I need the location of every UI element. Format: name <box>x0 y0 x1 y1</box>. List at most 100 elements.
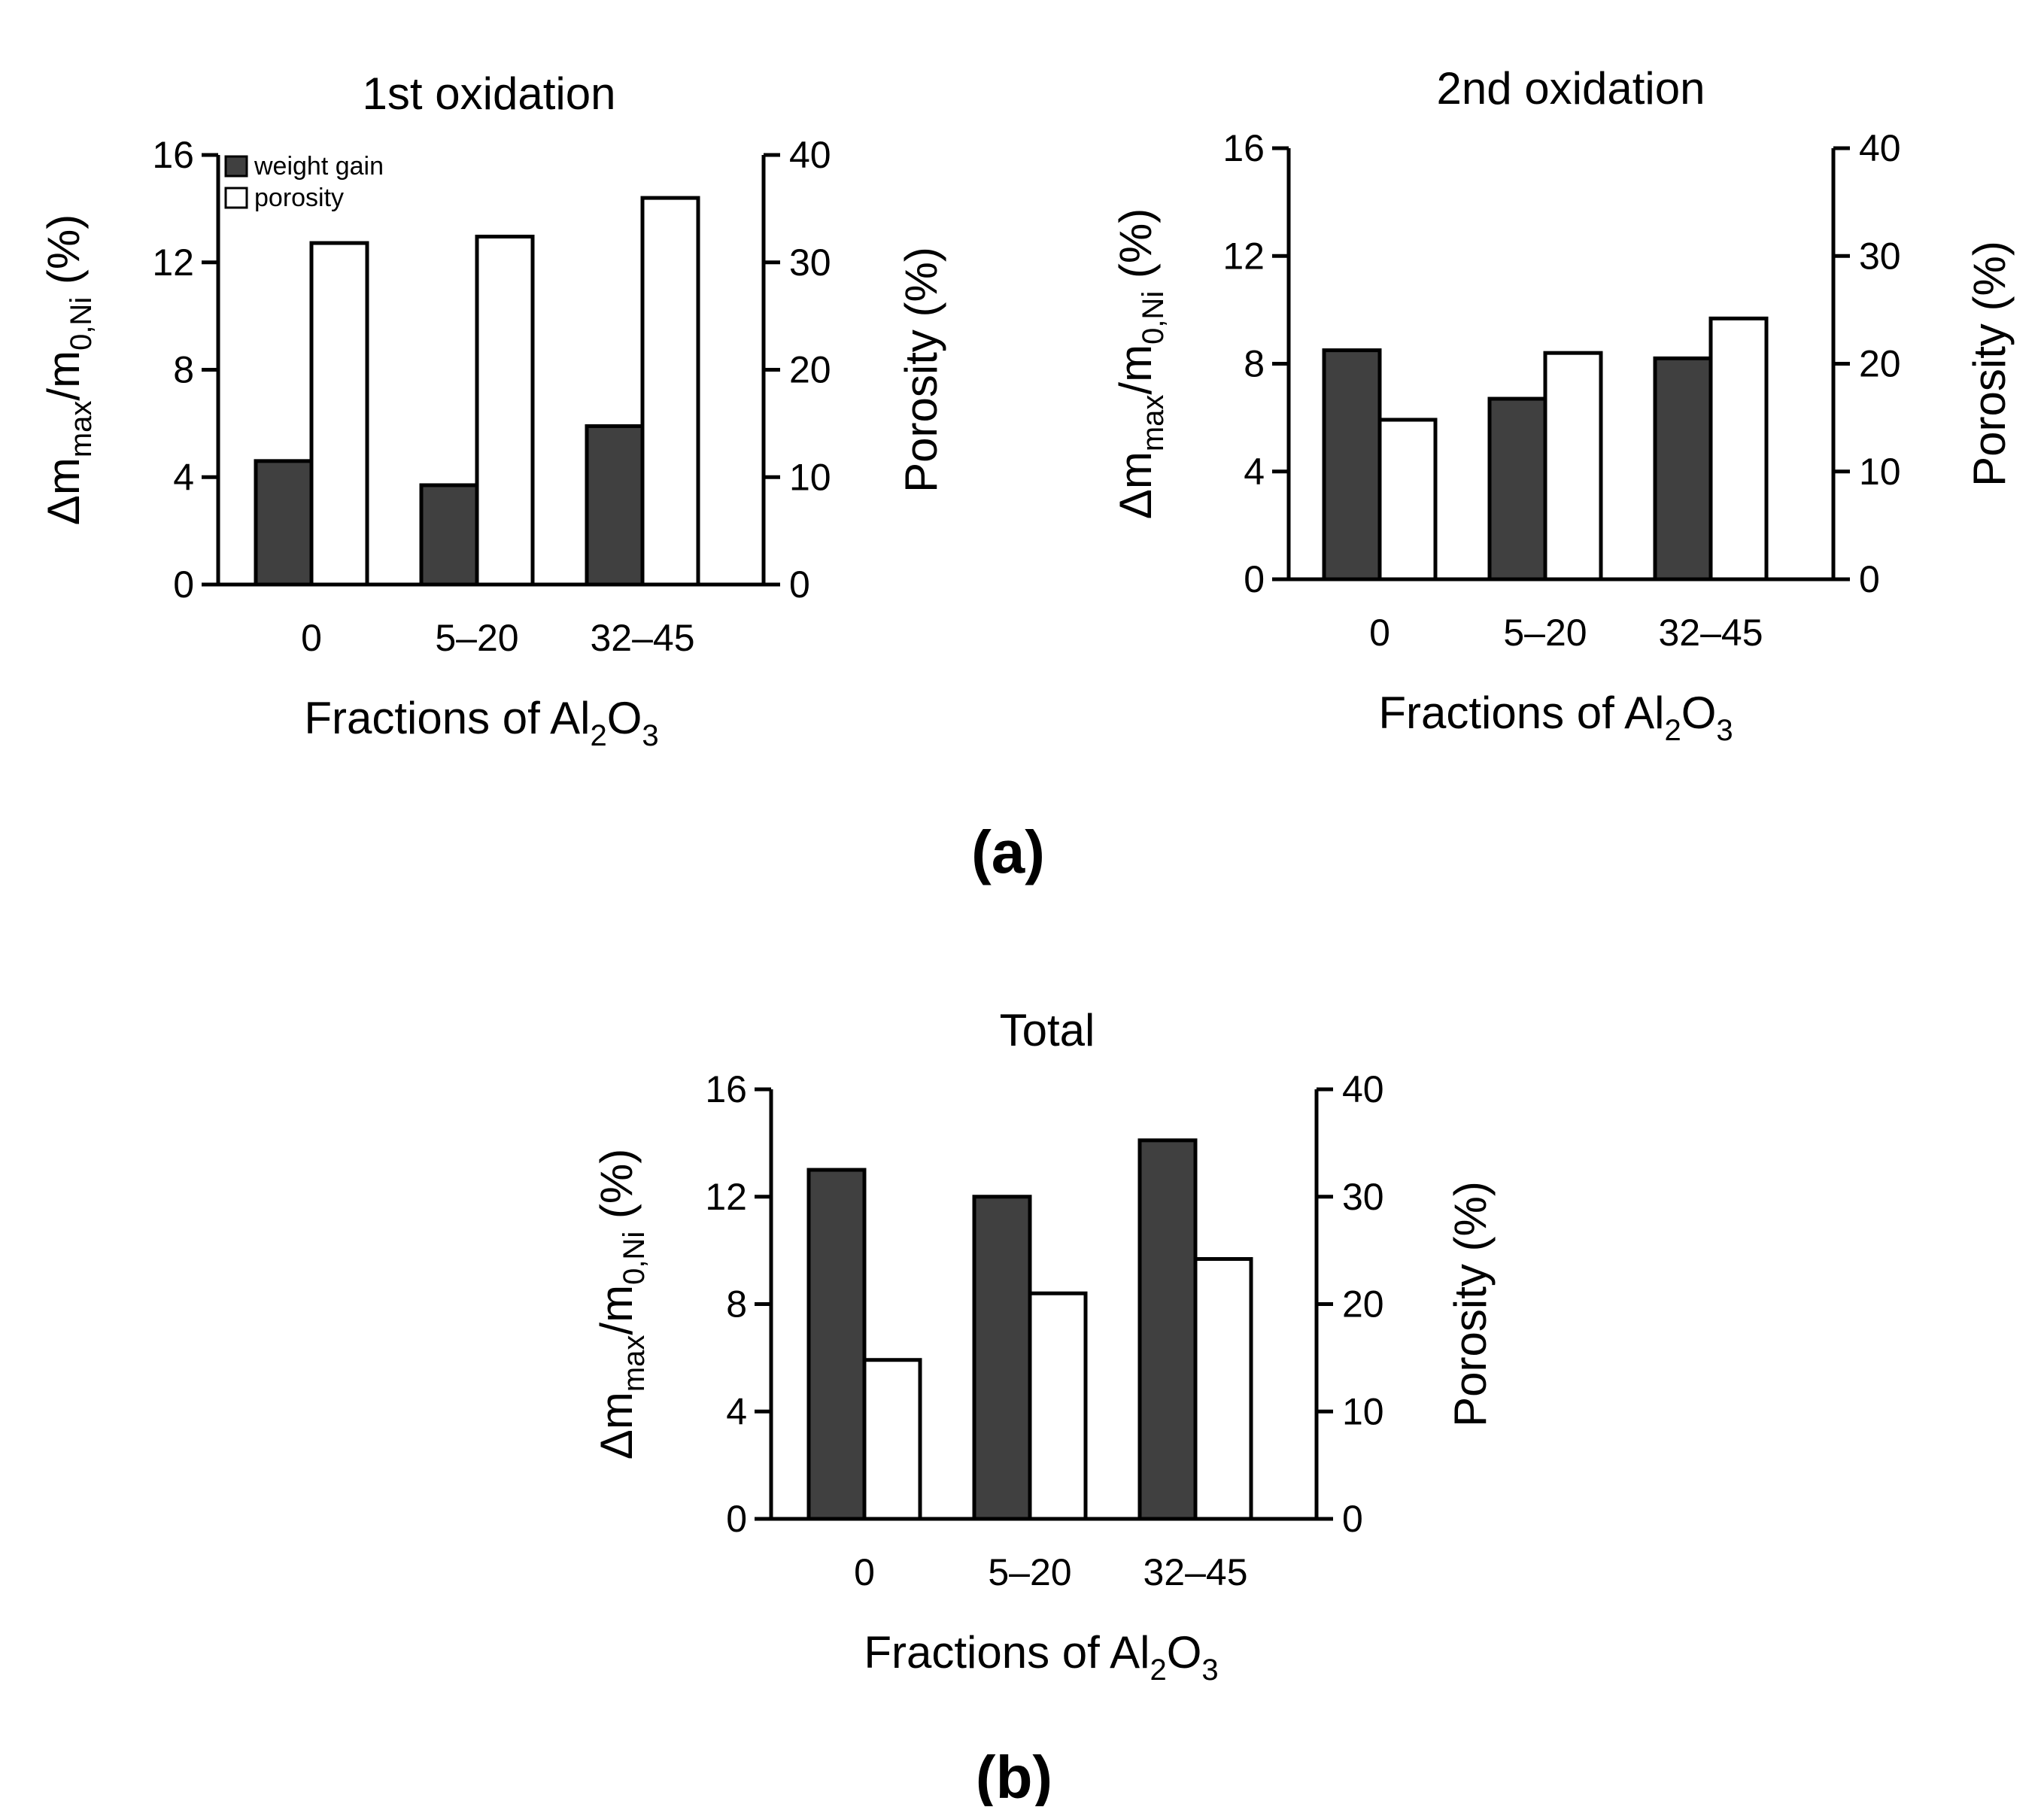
right-tick-label: 10 <box>1342 1390 1384 1432</box>
left-axis-label-sub: 0,Ni <box>618 1231 651 1285</box>
porosity-bar-1 <box>862 1358 922 1521</box>
right-tick-label: 20 <box>789 349 831 391</box>
panel-label-b: (b) <box>976 1744 1052 1806</box>
left-tick-label: 4 <box>1244 451 1265 493</box>
chart-2: 2nd oxidation 0 4 8 12 16 0 10 20 30 40 0 5–20 32–45 F… <box>1110 63 2015 747</box>
left-axis-label-group: Δmmax/m0,Ni (%) <box>38 214 98 525</box>
left-tick-label: 4 <box>726 1390 747 1432</box>
porosity-bar-1 <box>1377 418 1438 582</box>
x-axis-label-mid: O <box>1167 1627 1202 1678</box>
x-axis-label: Fractions of Al2O3 <box>1378 688 1733 747</box>
x-axis-label-main: Fractions of Al <box>304 693 590 743</box>
category-label: 32–45 <box>1143 1551 1247 1593</box>
weight-gain-bar-3 <box>1653 356 1713 582</box>
left-tick-label: 12 <box>152 241 194 284</box>
right-axis-label-group: Porosity (%) <box>1964 241 2015 487</box>
left-tick-label: 4 <box>173 456 194 498</box>
left-axis-label-mid: /m <box>591 1285 642 1335</box>
porosity-bar-2 <box>1543 351 1603 582</box>
legend-swatch <box>224 155 248 178</box>
right-tick-label: 20 <box>1859 343 1901 385</box>
right-axis-label: Porosity (%) <box>1964 241 2015 487</box>
category-label: 32–45 <box>590 617 694 659</box>
legend-label: weight gain <box>254 152 384 181</box>
right-tick-label: 10 <box>1859 451 1901 493</box>
category-label: 0 <box>854 1551 875 1593</box>
left-axis-label: Δmmax/m0,Ni (%) <box>38 214 98 525</box>
x-axis-label-sub: 2 <box>1664 714 1681 747</box>
left-axis-label-main: Δm <box>38 457 89 525</box>
weight-gain-bar-1 <box>1322 348 1382 582</box>
left-axis-label: Δmmax/m0,Ni (%) <box>1110 208 1170 519</box>
x-axis-label-mid: O <box>607 693 642 743</box>
x-axis-label-sub: 3 <box>1201 1654 1218 1687</box>
porosity-bar-2 <box>1028 1291 1088 1521</box>
left-tick-label: 8 <box>726 1283 747 1326</box>
right-tick-label: 40 <box>1342 1068 1384 1110</box>
left-tick-label: 16 <box>705 1068 747 1110</box>
left-tick-label: 0 <box>726 1498 747 1540</box>
left-tick-label: 12 <box>1222 235 1265 277</box>
weight-gain-bar-2 <box>419 483 479 587</box>
x-axis-label-sub: 2 <box>1150 1654 1166 1687</box>
right-tick-label: 40 <box>1859 127 1901 169</box>
left-tick-label: 8 <box>173 349 194 391</box>
category-label: 5–20 <box>988 1551 1071 1593</box>
porosity-bar-3 <box>1193 1257 1253 1521</box>
left-axis-label-group: Δmmax/m0,Ni (%) <box>1110 208 1170 519</box>
right-axis-label: Porosity (%) <box>896 247 946 493</box>
right-axis-label: Porosity (%) <box>1445 1181 1496 1427</box>
left-axis-label-sub: max <box>65 401 98 458</box>
left-tick-label: 16 <box>152 134 194 176</box>
x-axis-label: Fractions of Al2O3 <box>864 1627 1218 1687</box>
left-axis-label-sub: max <box>618 1335 651 1392</box>
x-axis-label-main: Fractions of Al <box>1378 688 1664 738</box>
left-tick-label: 0 <box>1244 558 1265 600</box>
porosity-bar-3 <box>1708 316 1769 582</box>
left-axis-label-sub: 0,Ni <box>1137 291 1170 345</box>
chart-title: Total <box>1000 1005 1095 1055</box>
x-axis-label-mid: O <box>1681 688 1717 738</box>
right-tick-label: 40 <box>789 134 831 176</box>
weight-gain-bar-2 <box>1487 396 1547 582</box>
left-tick-label: 12 <box>705 1176 747 1218</box>
weight-gain-bar-1 <box>254 459 314 587</box>
category-label: 32–45 <box>1658 612 1763 654</box>
left-axis-label-suffix: (%) <box>591 1149 642 1231</box>
category-label: 5–20 <box>435 617 518 659</box>
category-label: 0 <box>301 617 322 659</box>
chart-title: 1st oxidation <box>363 68 616 119</box>
x-axis-label: Fractions of Al2O3 <box>304 693 658 752</box>
legend-label: porosity <box>254 184 344 212</box>
category-label: 0 <box>1369 612 1390 654</box>
x-axis-label-sub: 3 <box>642 719 658 752</box>
right-tick-label: 20 <box>1342 1283 1384 1326</box>
legend-swatch <box>224 187 248 209</box>
chart-title: 2nd oxidation <box>1437 63 1705 114</box>
left-axis-label-main: Δm <box>1110 451 1161 519</box>
right-tick-label: 10 <box>789 456 831 498</box>
right-tick-label: 0 <box>789 563 810 606</box>
left-tick-label: 16 <box>1222 127 1265 169</box>
left-axis-label-group: Δmmax/m0,Ni (%) <box>591 1149 651 1459</box>
left-axis-label-main: Δm <box>591 1392 642 1459</box>
left-tick-label: 8 <box>1244 343 1265 385</box>
weight-gain-bar-3 <box>585 424 645 587</box>
porosity-bar-1 <box>309 241 369 587</box>
weight-gain-bar-1 <box>806 1168 867 1521</box>
right-tick-label: 0 <box>1342 1498 1363 1540</box>
chart-3: Total 0 4 8 12 16 0 10 20 30 40 0 5–20 32–45 Fractions… <box>591 1005 1496 1687</box>
right-axis-label-group: Porosity (%) <box>896 247 946 493</box>
left-axis-label-suffix: (%) <box>1110 208 1161 291</box>
weight-gain-bar-2 <box>972 1195 1032 1521</box>
weight-gain-bar-3 <box>1137 1138 1198 1521</box>
porosity-bar-3 <box>640 196 700 587</box>
right-tick-label: 30 <box>789 241 831 284</box>
right-axis-label-group: Porosity (%) <box>1445 1181 1496 1427</box>
category-label: 5–20 <box>1503 612 1587 654</box>
right-tick-label: 30 <box>1342 1176 1384 1218</box>
left-axis-label-mid: /m <box>38 351 89 401</box>
right-tick-label: 30 <box>1859 235 1901 277</box>
